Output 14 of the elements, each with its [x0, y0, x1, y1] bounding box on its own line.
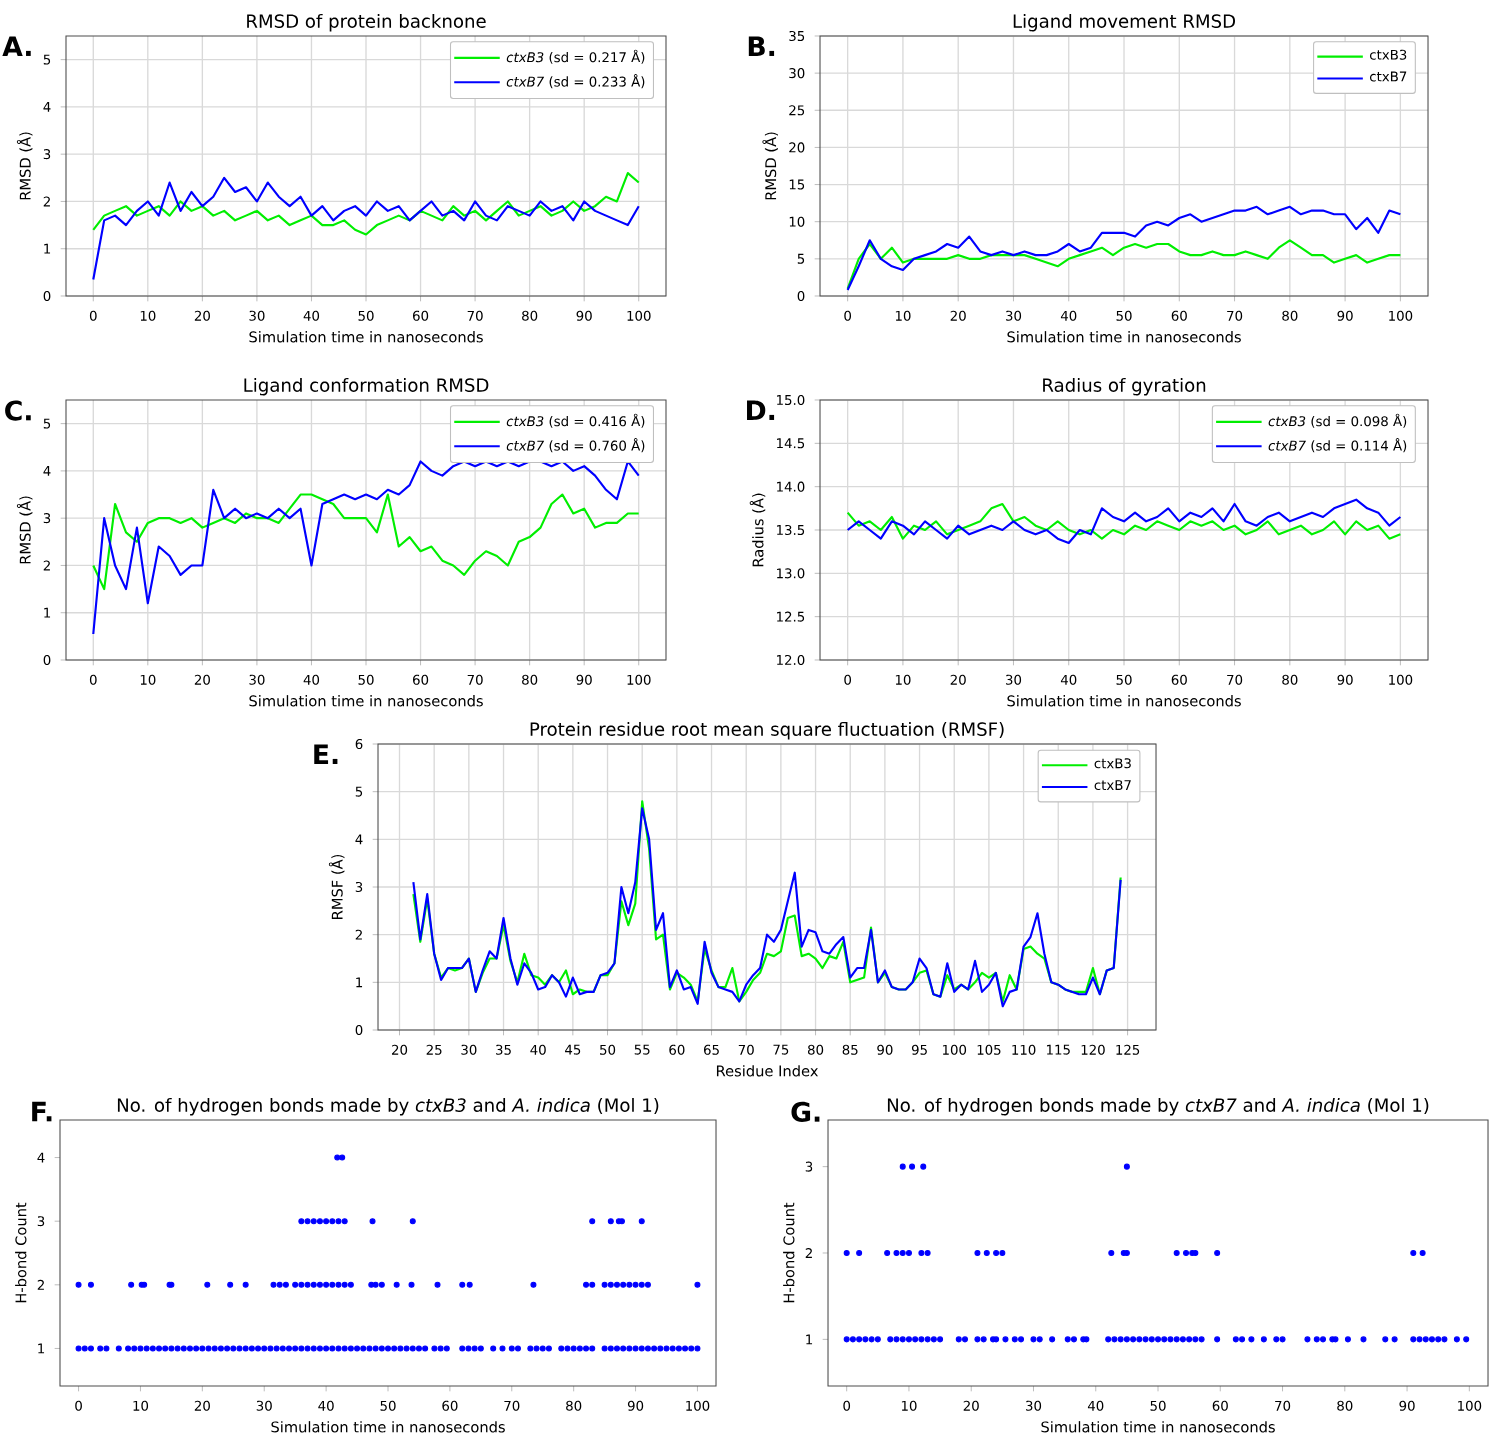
- chart-title: Ligand conformation RMSD: [244, 377, 489, 396]
- chart-title: No. of hydrogen bonds made by ctxB3 and A. indica (Mol 1): [117, 1097, 659, 1116]
- chart-title: RMSD of protein backnone: [247, 13, 486, 32]
- text: F.: [32, 1101, 52, 1122]
- chart-title: Ligand movement RMSD: [1013, 13, 1236, 32]
- chart-title: Protein residue root mean square fluctuation (RMSF): [530, 721, 1004, 740]
- text: A.: [2, 36, 31, 56]
- text: E.: [314, 744, 338, 764]
- chart-title: No. of hydrogen bonds made by ctxB7 and A. indica (Mol 1): [887, 1097, 1429, 1116]
- text: B.: [748, 36, 775, 56]
- text: G.: [791, 1101, 820, 1123]
- text: D.: [747, 400, 775, 420]
- text: C.: [5, 400, 31, 421]
- chart-title: Radius of gyration: [1043, 377, 1206, 396]
